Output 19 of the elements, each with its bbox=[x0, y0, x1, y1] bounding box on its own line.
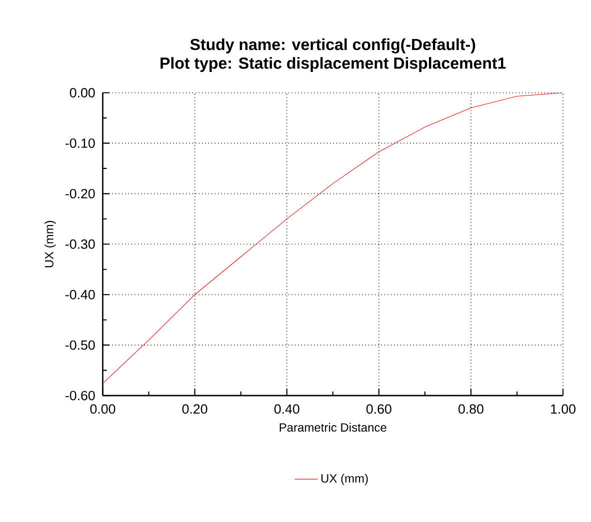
x-tick-label: 1.00 bbox=[551, 404, 576, 414]
chart-subtitle: Plot type: Static displacement Displacement1 bbox=[160, 56, 506, 72]
y-axis-title: UX (mm) bbox=[44, 220, 56, 268]
legend-label: UX (mm) bbox=[321, 474, 368, 485]
y-tick-label: -0.50 bbox=[66, 340, 95, 350]
y-tick-label: 0.00 bbox=[70, 88, 95, 98]
y-tick-label: -0.30 bbox=[66, 239, 95, 249]
x-tick-label: 0.40 bbox=[274, 404, 300, 414]
y-tick-label: -0.10 bbox=[66, 138, 95, 148]
chart-title: Study name: vertical config(-Default-) bbox=[190, 38, 476, 54]
x-tick-label: 0.80 bbox=[458, 404, 484, 414]
x-tick-label: 0.20 bbox=[182, 404, 208, 414]
x-tick-label: 0.00 bbox=[90, 404, 116, 414]
y-tick-label: -0.20 bbox=[66, 188, 95, 198]
x-tick-label: 0.60 bbox=[366, 404, 392, 414]
y-tick-label: -0.40 bbox=[66, 290, 95, 300]
x-axis-title: Parametric Distance bbox=[280, 422, 386, 432]
y-tick-label: -0.60 bbox=[66, 390, 95, 400]
line-series bbox=[102, 92, 563, 384]
